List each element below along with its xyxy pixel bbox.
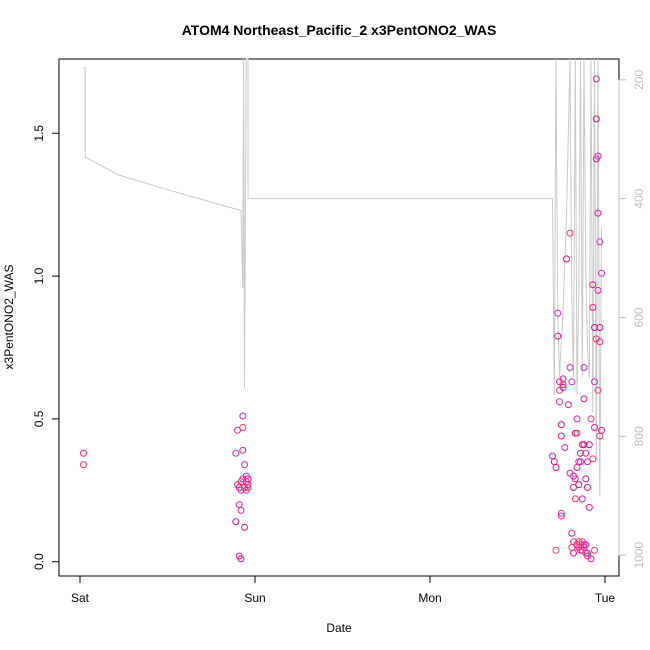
data-point xyxy=(594,386,602,394)
data-point xyxy=(241,461,248,469)
secondary-y-tick-label: 600 xyxy=(632,307,646,327)
x-tick-label: Sun xyxy=(244,591,265,605)
data-point xyxy=(582,541,590,549)
secondary-y-tick-label: 400 xyxy=(632,188,646,208)
data-point xyxy=(552,464,560,471)
data-point xyxy=(573,415,581,423)
y-tick-label: 1.5 xyxy=(32,125,46,142)
data-point xyxy=(561,444,569,451)
data-point xyxy=(592,115,600,123)
data-point xyxy=(568,529,576,537)
data-point xyxy=(596,324,604,331)
data-point xyxy=(566,229,574,237)
data-point xyxy=(594,286,602,294)
data-point xyxy=(584,458,591,466)
data-point xyxy=(559,381,567,389)
data-point xyxy=(584,484,591,491)
secondary-y-tick-label: 1000 xyxy=(632,542,646,569)
data-point xyxy=(594,209,602,217)
data-points xyxy=(80,75,605,563)
data-point xyxy=(552,546,560,554)
data-point xyxy=(234,426,241,434)
data-point xyxy=(592,75,600,83)
data-point xyxy=(585,441,593,449)
data-point xyxy=(598,426,605,434)
x-tick-label: Sat xyxy=(71,591,90,605)
data-point xyxy=(591,378,598,386)
data-point xyxy=(596,338,604,346)
data-point xyxy=(591,324,598,331)
data-point xyxy=(557,432,565,440)
data-point xyxy=(237,555,245,563)
data-point xyxy=(556,398,563,406)
data-point xyxy=(80,461,87,469)
secondary-line-layer xyxy=(83,58,602,496)
data-point xyxy=(591,424,598,431)
data-point xyxy=(564,401,572,409)
secondary-y-tick-label: 800 xyxy=(632,426,646,446)
data-point xyxy=(557,512,565,520)
data-point xyxy=(237,506,245,514)
data-point xyxy=(559,384,567,391)
data-point xyxy=(232,518,240,526)
data-point xyxy=(596,238,604,246)
data-point xyxy=(232,449,240,457)
data-point xyxy=(594,152,602,160)
data-point xyxy=(239,446,247,454)
data-point xyxy=(570,484,577,491)
data-point xyxy=(587,555,595,563)
data-point xyxy=(568,378,576,386)
y-axis: 0.0 0.5 1.0 1.5 xyxy=(32,125,60,570)
secondary-y-tick-label: 200 xyxy=(632,69,646,89)
data-point xyxy=(244,475,252,483)
data-point xyxy=(589,455,597,463)
data-point xyxy=(570,549,577,557)
x-axis-label: Date xyxy=(326,621,352,635)
data-point xyxy=(577,458,584,466)
data-point xyxy=(571,495,579,503)
data-point xyxy=(80,449,87,457)
data-point xyxy=(584,549,591,557)
data-point xyxy=(571,475,579,483)
data-point xyxy=(580,441,588,449)
data-point xyxy=(582,449,590,457)
data-point xyxy=(563,255,570,263)
data-point xyxy=(589,304,597,311)
data-point xyxy=(591,546,598,554)
data-point xyxy=(575,481,583,489)
data-point xyxy=(566,364,574,371)
x-tick-label: Mon xyxy=(418,591,441,605)
y-tick-label: 0.5 xyxy=(32,410,46,427)
data-point xyxy=(557,421,565,429)
data-point xyxy=(557,509,565,517)
data-point xyxy=(580,364,588,371)
data-point xyxy=(580,395,588,403)
data-point xyxy=(239,412,247,420)
x-axis: Sat Sun Mon Tue xyxy=(71,575,616,605)
data-point xyxy=(578,495,586,503)
y-tick-label: 0.0 xyxy=(32,553,46,570)
data-point xyxy=(577,449,584,457)
secondary-series-line xyxy=(83,58,602,496)
data-point xyxy=(554,309,562,317)
data-point xyxy=(589,281,597,289)
secondary-y-axis: 200 400 600 800 1000 xyxy=(618,69,646,569)
x-tick-label: Tue xyxy=(595,591,616,605)
data-point xyxy=(244,484,252,491)
data-point xyxy=(241,523,248,531)
data-point xyxy=(573,429,581,437)
y-axis-label: x3PentONO2_WAS xyxy=(2,265,16,370)
y-tick-label: 1.0 xyxy=(32,267,46,284)
data-point xyxy=(239,424,247,431)
data-point xyxy=(587,415,595,423)
data-point xyxy=(598,269,605,277)
chart-title: ATOM4 Northeast_Pacific_2 x3PentONO2_WAS xyxy=(182,22,497,38)
data-point xyxy=(554,332,562,340)
data-point xyxy=(585,503,593,511)
data-point xyxy=(582,475,590,483)
